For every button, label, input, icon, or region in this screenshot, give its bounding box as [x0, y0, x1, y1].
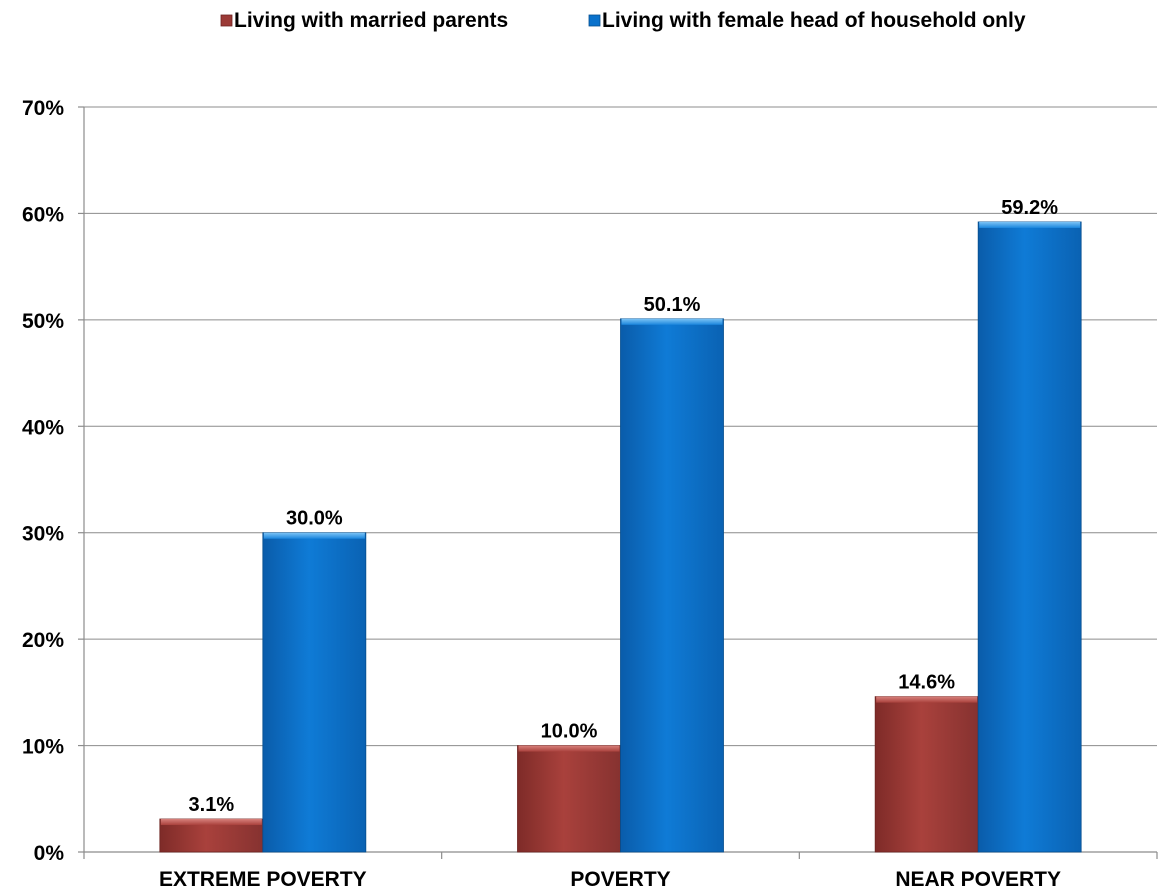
x-category-label: POVERTY — [570, 868, 670, 890]
legend: Living with married parents Living with … — [220, 9, 1026, 32]
bar-body — [977, 221, 1082, 853]
bar-bevel — [160, 819, 262, 826]
x-axis-ticks — [83, 852, 1158, 859]
bar-married-parents — [874, 696, 979, 853]
bar-body — [874, 696, 979, 853]
bar-female-head — [977, 221, 1082, 853]
y-tick-label: 20% — [22, 629, 64, 652]
data-label-female-head: 30.0% — [286, 508, 343, 530]
bar-married-parents — [159, 818, 264, 853]
y-axis-tick-labels: 0% 10% 20% 30% 40% 50% 60% 70% — [22, 97, 64, 865]
legend-label-married-parents: Living with married parents — [234, 9, 508, 32]
legend-label-female-head: Living with female head of household onl… — [602, 9, 1026, 32]
bar-body — [262, 532, 367, 853]
bar-bevel — [263, 532, 365, 539]
y-tick-label: 40% — [22, 416, 64, 439]
data-label-married-parents: 14.6% — [898, 672, 955, 694]
legend-item-married-parents: Living with married parents — [220, 9, 508, 32]
y-tick-label: 50% — [22, 310, 64, 333]
bar-female-head — [262, 532, 367, 853]
bar-body — [517, 745, 621, 853]
bar-female-head — [620, 318, 724, 853]
x-axis-category-labels: EXTREME POVERTY POVERTY NEAR POVERTY — [159, 868, 1061, 890]
y-tick-label: 0% — [34, 842, 65, 865]
data-label-female-head: 59.2% — [1001, 197, 1058, 219]
data-labels: 3.1% 30.0% 10.0% 50.1% 14.6% 59.2% — [189, 197, 1059, 816]
bar-bevel — [518, 745, 620, 752]
data-label-married-parents: 3.1% — [189, 794, 235, 816]
data-label-married-parents: 10.0% — [541, 721, 598, 743]
bar-body — [620, 318, 724, 853]
bar-married-parents — [517, 745, 621, 853]
x-category-label: EXTREME POVERTY — [159, 868, 367, 890]
bar-bevel — [979, 221, 1081, 228]
legend-item-female-head: Living with female head of household onl… — [588, 9, 1026, 32]
legend-swatch-married-parents — [220, 14, 233, 27]
y-tick-label: 60% — [22, 203, 64, 226]
data-label-female-head: 50.1% — [644, 294, 701, 316]
bar-bevel — [621, 318, 723, 325]
y-tick-label: 10% — [22, 736, 64, 759]
bars — [159, 221, 1082, 853]
y-tick-label: 30% — [22, 523, 64, 546]
y-tick-label: 70% — [22, 97, 64, 120]
bar-bevel — [876, 696, 978, 703]
x-category-label: NEAR POVERTY — [895, 868, 1061, 890]
legend-swatch-female-head — [588, 14, 601, 27]
